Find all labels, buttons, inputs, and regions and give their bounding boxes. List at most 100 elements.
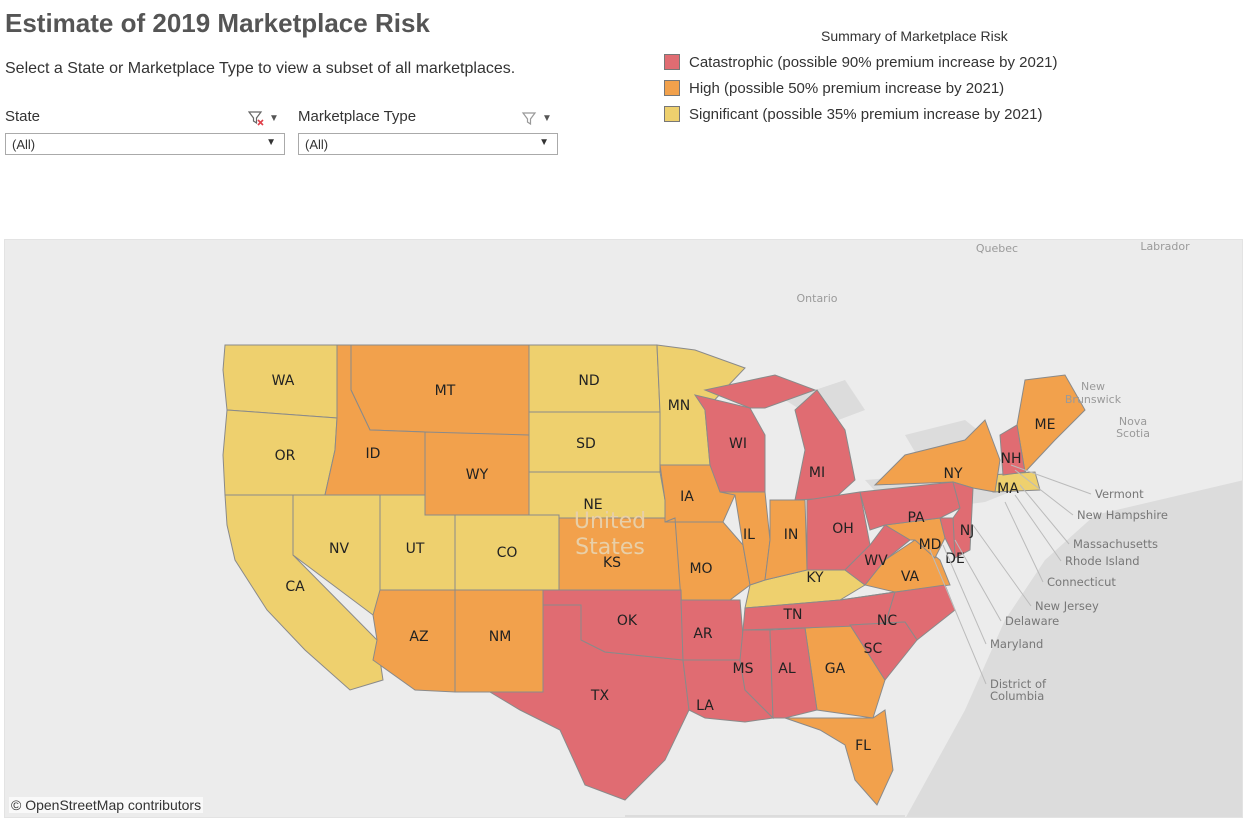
state-label-wv: WV bbox=[864, 553, 888, 569]
callout-label: Columbia bbox=[990, 689, 1044, 703]
base-label: Alberta bbox=[355, 240, 395, 243]
state-label-nc: NC bbox=[877, 613, 897, 629]
legend-label: Significant (possible 35% premium increa… bbox=[689, 105, 1043, 123]
chevron-down-icon: ▼ bbox=[539, 137, 549, 148]
marketplace-type-filter-label: Marketplace Type bbox=[298, 108, 417, 125]
state-label-nv: NV bbox=[329, 541, 349, 557]
states-layer bbox=[222, 344, 1086, 806]
callouts: Vermont New Hampshire Massachusetts Rhode I… bbox=[929, 464, 1168, 703]
callout-label: Massachusetts bbox=[1073, 537, 1158, 551]
map-canvas[interactable]: WA OR CA NV UT CO ND SD NE MN KY MA MT ID WY AZ NM KS IA MO… bbox=[5, 240, 1243, 818]
state-label-nm: NM bbox=[489, 629, 512, 645]
state-label-oh: OH bbox=[832, 521, 854, 537]
state-wy[interactable] bbox=[424, 431, 530, 516]
legend-label: High (possible 50% premium increase by 2… bbox=[689, 79, 1005, 97]
marketplace-type-filter-controls: ▼ bbox=[521, 110, 552, 126]
marketplace-type-select[interactable]: (All) ▼ bbox=[298, 133, 558, 155]
state-ms[interactable] bbox=[739, 629, 774, 720]
legend-item-catastrophic[interactable]: Catastrophic (possible 90% premium incre… bbox=[664, 49, 1058, 75]
state-label-al: AL bbox=[778, 661, 796, 677]
state-label-ks: KS bbox=[603, 555, 621, 571]
filter-icon[interactable] bbox=[521, 110, 537, 126]
risk-legend: Summary of Marketplace Risk Catastrophic… bbox=[664, 28, 1058, 127]
base-label: New bbox=[1081, 380, 1105, 393]
state-label-ny: NY bbox=[943, 466, 962, 482]
state-label-sd: SD bbox=[576, 436, 596, 452]
state-fl[interactable] bbox=[784, 709, 894, 806]
legend-item-significant[interactable]: Significant (possible 35% premium increa… bbox=[664, 101, 1058, 127]
callout-label: Delaware bbox=[1005, 614, 1059, 628]
state-label-ga: GA bbox=[825, 661, 846, 677]
base-label: Quebec bbox=[976, 242, 1018, 255]
state-label-ca: CA bbox=[285, 579, 305, 595]
clear-filter-icon[interactable] bbox=[248, 110, 264, 126]
us-risk-map[interactable]: WA OR CA NV UT CO ND SD NE MN KY MA MT ID WY AZ NM KS IA MO… bbox=[4, 239, 1243, 818]
page-title: Estimate of 2019 Marketplace Risk bbox=[5, 8, 430, 38]
state-label-la: LA bbox=[696, 698, 714, 714]
state-label-de: DE bbox=[945, 551, 965, 567]
state-label-ky: KY bbox=[806, 570, 824, 586]
state-label-mo: MO bbox=[689, 561, 712, 577]
state-label-ne: NE bbox=[583, 497, 602, 513]
state-mi[interactable] bbox=[703, 374, 856, 501]
state-de[interactable] bbox=[939, 517, 956, 559]
page-subtitle: Select a State or Marketplace Type to vi… bbox=[5, 60, 516, 77]
state-label-wa: WA bbox=[272, 373, 295, 389]
callout-label: New Hampshire bbox=[1077, 508, 1168, 522]
state-label-mt: MT bbox=[435, 383, 456, 399]
state-sc[interactable] bbox=[849, 621, 918, 681]
state-il[interactable] bbox=[719, 491, 771, 586]
legend-swatch bbox=[664, 54, 680, 70]
state-labels: WA OR CA NV UT CO ND SD NE MN KY MA MT ID WY AZ NM KS IA MO… bbox=[272, 373, 1056, 754]
state-label-ar: AR bbox=[693, 626, 713, 642]
state-nj[interactable] bbox=[952, 481, 974, 559]
state-label-tx: TX bbox=[590, 688, 610, 704]
callout-leader-line bbox=[972, 524, 1032, 607]
chevron-down-icon: ▼ bbox=[266, 137, 276, 148]
callout-leader-line bbox=[954, 539, 1002, 622]
base-label: Brunswick bbox=[1065, 393, 1122, 406]
state-filter: State ▼ (All) ▼ bbox=[5, 108, 285, 155]
callout-label: Rhode Island bbox=[1065, 554, 1140, 568]
state-label-ut: UT bbox=[406, 541, 425, 557]
callout-leader-line bbox=[1010, 464, 1092, 495]
state-label-pa: PA bbox=[907, 510, 925, 526]
base-label: Scotia bbox=[1116, 427, 1150, 440]
state-label-ma: MA bbox=[997, 481, 1019, 497]
state-label-or: OR bbox=[275, 448, 296, 464]
state-ar[interactable] bbox=[680, 599, 746, 661]
state-label-az: AZ bbox=[409, 629, 428, 645]
callout-leader-line bbox=[1014, 469, 1074, 516]
state-label-me: ME bbox=[1035, 417, 1056, 433]
legend-swatch bbox=[664, 80, 680, 96]
state-label-co: CO bbox=[497, 545, 518, 561]
state-label-sc: SC bbox=[864, 641, 883, 657]
state-wv[interactable] bbox=[844, 524, 911, 586]
state-label-md: MD bbox=[919, 537, 942, 553]
state-label-nj: NJ bbox=[960, 523, 975, 539]
state-label-in: IN bbox=[784, 527, 799, 543]
state-mo[interactable] bbox=[664, 517, 751, 601]
state-label-id: ID bbox=[366, 446, 381, 462]
state-nh[interactable] bbox=[999, 424, 1026, 476]
state-filter-controls: ▼ bbox=[248, 110, 279, 126]
state-filter-label: State bbox=[5, 108, 41, 125]
state-label-ok: OK bbox=[617, 613, 638, 629]
state-label-nh: NH bbox=[1001, 451, 1022, 467]
callout-leader-line bbox=[1004, 501, 1044, 583]
callout-label: District of bbox=[990, 677, 1047, 691]
state-select[interactable]: (All) ▼ bbox=[5, 133, 285, 155]
legend-label: Catastrophic (possible 90% premium incre… bbox=[689, 53, 1058, 71]
state-label-ms: MS bbox=[733, 661, 754, 677]
state-label-va: VA bbox=[901, 569, 920, 585]
legend-item-high[interactable]: High (possible 50% premium increase by 2… bbox=[664, 75, 1058, 101]
marketplace-type-filter-menu-icon[interactable]: ▼ bbox=[542, 112, 552, 124]
callout-leader-line bbox=[942, 544, 987, 645]
state-wi[interactable] bbox=[693, 394, 766, 493]
callout-leader-line bbox=[1014, 494, 1062, 562]
state-filter-menu-icon[interactable]: ▼ bbox=[269, 112, 279, 124]
state-label-mn: MN bbox=[668, 398, 691, 414]
callout-label: Maryland bbox=[990, 637, 1043, 651]
state-label-mi: MI bbox=[809, 465, 825, 481]
state-label-nd: ND bbox=[578, 373, 599, 389]
